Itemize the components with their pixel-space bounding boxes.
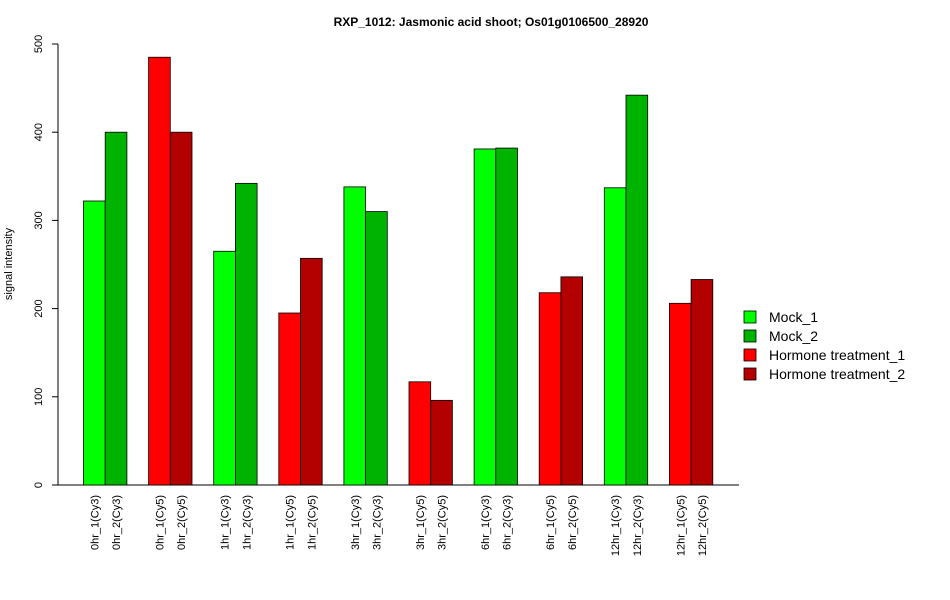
legend-swatch (743, 367, 757, 381)
x-tick-label: 12hr_2(Cy3) (632, 495, 644, 556)
bar (538, 292, 562, 486)
legend-label: Hormone treatment_2 (769, 366, 905, 382)
bar (365, 211, 388, 486)
y-tick-label: 200 (33, 299, 45, 317)
x-tick-label: 12hr_1(Cy3) (610, 495, 622, 556)
y-tick-label: 100 (33, 388, 45, 406)
x-tick-label: 6hr_2(Cy5) (567, 495, 579, 550)
x-tick-label: 1hr_2(Cy3) (241, 495, 253, 550)
x-tick-label: 6hr_1(Cy3) (480, 495, 492, 550)
x-tick-label: 3hr_2(Cy3) (371, 495, 383, 550)
x-tick-label: 12hr_2(Cy5) (697, 495, 709, 556)
bar (278, 312, 301, 486)
x-tick-label: 1hr_2(Cy5) (306, 495, 318, 550)
x-tick-label: 3hr_2(Cy5) (437, 495, 449, 550)
x-tick-label: 3hr_1(Cy5) (415, 495, 427, 550)
legend-swatch (743, 310, 757, 324)
bar (343, 186, 366, 486)
bar (169, 131, 193, 486)
x-tick-label: 0hr_1(Cy5) (154, 495, 166, 550)
bar (430, 399, 453, 486)
legend-swatch (743, 348, 757, 362)
bar (473, 148, 497, 486)
legend-label: Hormone treatment_1 (769, 347, 905, 363)
bar (408, 381, 432, 486)
y-tick-label: 500 (33, 35, 45, 53)
y-tick-label: 0 (33, 482, 45, 488)
x-tick-label: 1hr_1(Cy5) (285, 495, 297, 550)
legend-swatch (743, 329, 757, 343)
legend: Mock_1 Mock_2 Hormone treatment_1 Hormone t… (743, 309, 905, 382)
y-axis-label: signal intensity (3, 227, 15, 300)
bar (104, 131, 128, 486)
x-tick-label: 0hr_2(Cy3) (111, 495, 123, 550)
x-tick-label: 6hr_2(Cy3) (502, 495, 514, 550)
x-tick-label: 1hr_1(Cy3) (220, 495, 232, 550)
chart-title: RXP_1012: Jasmonic acid shoot; Os01g0106… (334, 15, 649, 29)
bar (213, 250, 236, 486)
y-tick-label: 300 (33, 211, 45, 229)
x-tick-label: 3hr_1(Cy3) (350, 495, 362, 550)
x-tick-labels: 0hr_1(Cy3) 0hr_2(Cy3) 0hr_1(Cy5) 0hr_2(Cy5)… (89, 495, 709, 556)
bar (234, 182, 258, 486)
bar (83, 200, 106, 486)
legend-label: Mock_1 (769, 309, 818, 325)
bar (300, 257, 323, 486)
bar (603, 187, 627, 486)
x-tick-label: 0hr_2(Cy5) (176, 495, 188, 550)
x-tick-label: 6hr_1(Cy5) (545, 495, 557, 550)
x-tick-label: 0hr_1(Cy3) (89, 495, 101, 550)
bar (560, 276, 584, 486)
y-tick-label: 400 (33, 123, 45, 141)
bar (625, 94, 649, 486)
legend-label: Mock_2 (769, 328, 818, 344)
x-tick-label: 12hr_1(Cy5) (675, 495, 687, 556)
y-axis: 0 100 200 300 400 500 (33, 35, 59, 488)
bar (669, 302, 692, 486)
bar (690, 279, 714, 486)
bar (148, 56, 171, 486)
bar (495, 147, 518, 486)
bars (83, 56, 714, 486)
